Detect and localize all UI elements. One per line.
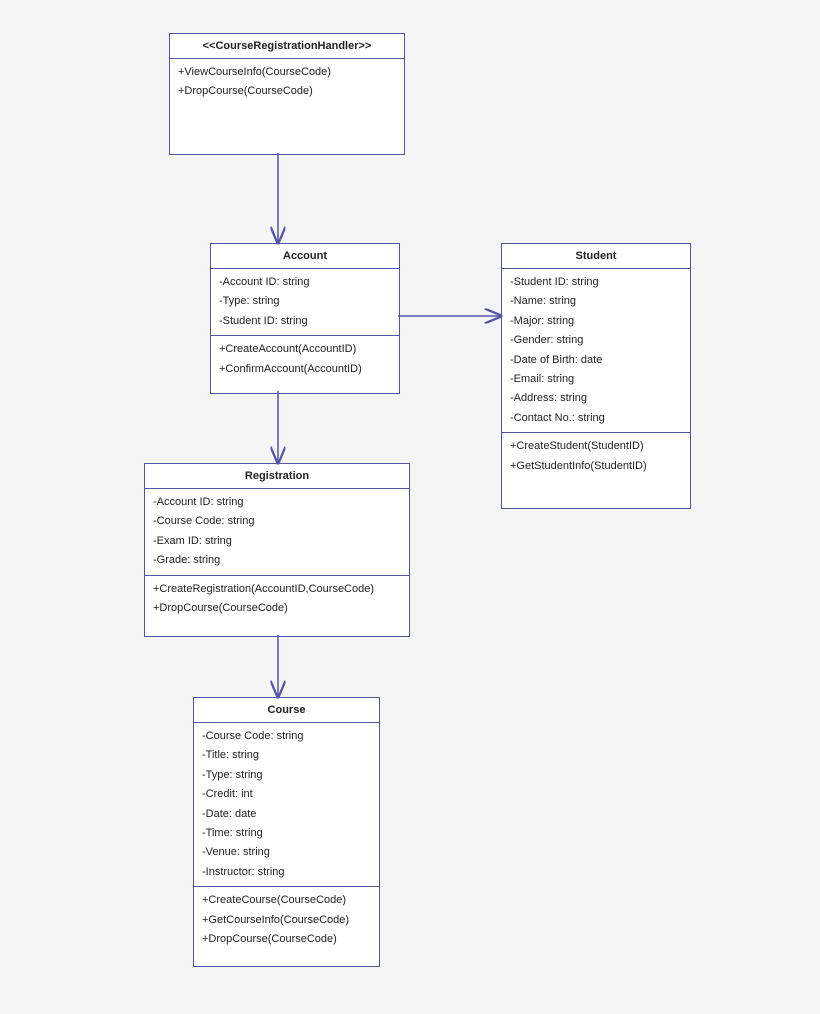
method-line: +CreateCourse(CourseCode) (202, 891, 371, 910)
class-box-student: Student -Student ID: string-Name: string… (501, 243, 691, 509)
method-line: +ConfirmAccount(AccountID) (219, 360, 391, 379)
class-title: Registration (145, 464, 409, 489)
class-title: Student (502, 244, 690, 269)
attribute-line: -Venue: string (202, 843, 371, 862)
method-line: +GetStudentInfo(StudentID) (510, 457, 682, 476)
class-methods: +ViewCourseInfo(CourseCode)+DropCourse(C… (170, 59, 404, 116)
class-title: <<CourseRegistrationHandler>> (170, 34, 404, 59)
attribute-line: -Type: string (202, 766, 371, 785)
attribute-line: -Course Code: string (153, 512, 401, 531)
class-methods: +CreateCourse(CourseCode)+GetCourseInfo(… (194, 887, 379, 963)
attribute-line: -Course Code: string (202, 727, 371, 746)
method-line: +CreateRegistration(AccountID,CourseCode… (153, 580, 401, 599)
attribute-line: -Contact No.: string (510, 409, 682, 428)
method-line: +CreateStudent(StudentID) (510, 437, 682, 456)
attribute-line: -Gender: string (510, 331, 682, 350)
connectors-layer (0, 0, 820, 1014)
method-line: +DropCourse(CourseCode) (202, 930, 371, 949)
method-line: +DropCourse(CourseCode) (153, 599, 401, 618)
class-methods: +CreateRegistration(AccountID,CourseCode… (145, 576, 409, 633)
class-attributes: -Account ID: string-Type: string-Student… (211, 269, 399, 336)
class-methods: +CreateStudent(StudentID)+GetStudentInfo… (502, 433, 690, 490)
attribute-line: -Address: string (510, 389, 682, 408)
class-box-account: Account -Account ID: string-Type: string… (210, 243, 400, 394)
class-box-course: Course -Course Code: string-Title: strin… (193, 697, 380, 967)
class-methods: +CreateAccount(AccountID)+ConfirmAccount… (211, 336, 399, 393)
attribute-line: -Time: string (202, 824, 371, 843)
attribute-line: -Account ID: string (153, 493, 401, 512)
attribute-line: -Title: string (202, 746, 371, 765)
attribute-line: -Email: string (510, 370, 682, 389)
attribute-line: -Account ID: string (219, 273, 391, 292)
method-line: +GetCourseInfo(CourseCode) (202, 911, 371, 930)
attribute-line: -Name: string (510, 292, 682, 311)
attribute-line: -Exam ID: string (153, 532, 401, 551)
attribute-line: -Student ID: string (510, 273, 682, 292)
class-title: Account (211, 244, 399, 269)
attribute-line: -Date of Birth: date (510, 351, 682, 370)
method-line: +DropCourse(CourseCode) (178, 82, 396, 101)
method-line: +CreateAccount(AccountID) (219, 340, 391, 359)
attribute-line: -Credit: int (202, 785, 371, 804)
attribute-line: -Grade: string (153, 551, 401, 570)
class-attributes: -Account ID: string-Course Code: string-… (145, 489, 409, 576)
attribute-line: -Type: string (219, 292, 391, 311)
method-line: +ViewCourseInfo(CourseCode) (178, 63, 396, 82)
attribute-line: -Student ID: string (219, 312, 391, 331)
attribute-line: -Instructor: string (202, 863, 371, 882)
class-attributes: -Course Code: string-Title: string-Type:… (194, 723, 379, 887)
class-attributes: -Student ID: string-Name: string-Major: … (502, 269, 690, 433)
class-box-registration: Registration -Account ID: string-Course … (144, 463, 410, 637)
attribute-line: -Major: string (510, 312, 682, 331)
attribute-line: -Date: date (202, 805, 371, 824)
class-box-handler: <<CourseRegistrationHandler>> +ViewCours… (169, 33, 405, 155)
class-title: Course (194, 698, 379, 723)
